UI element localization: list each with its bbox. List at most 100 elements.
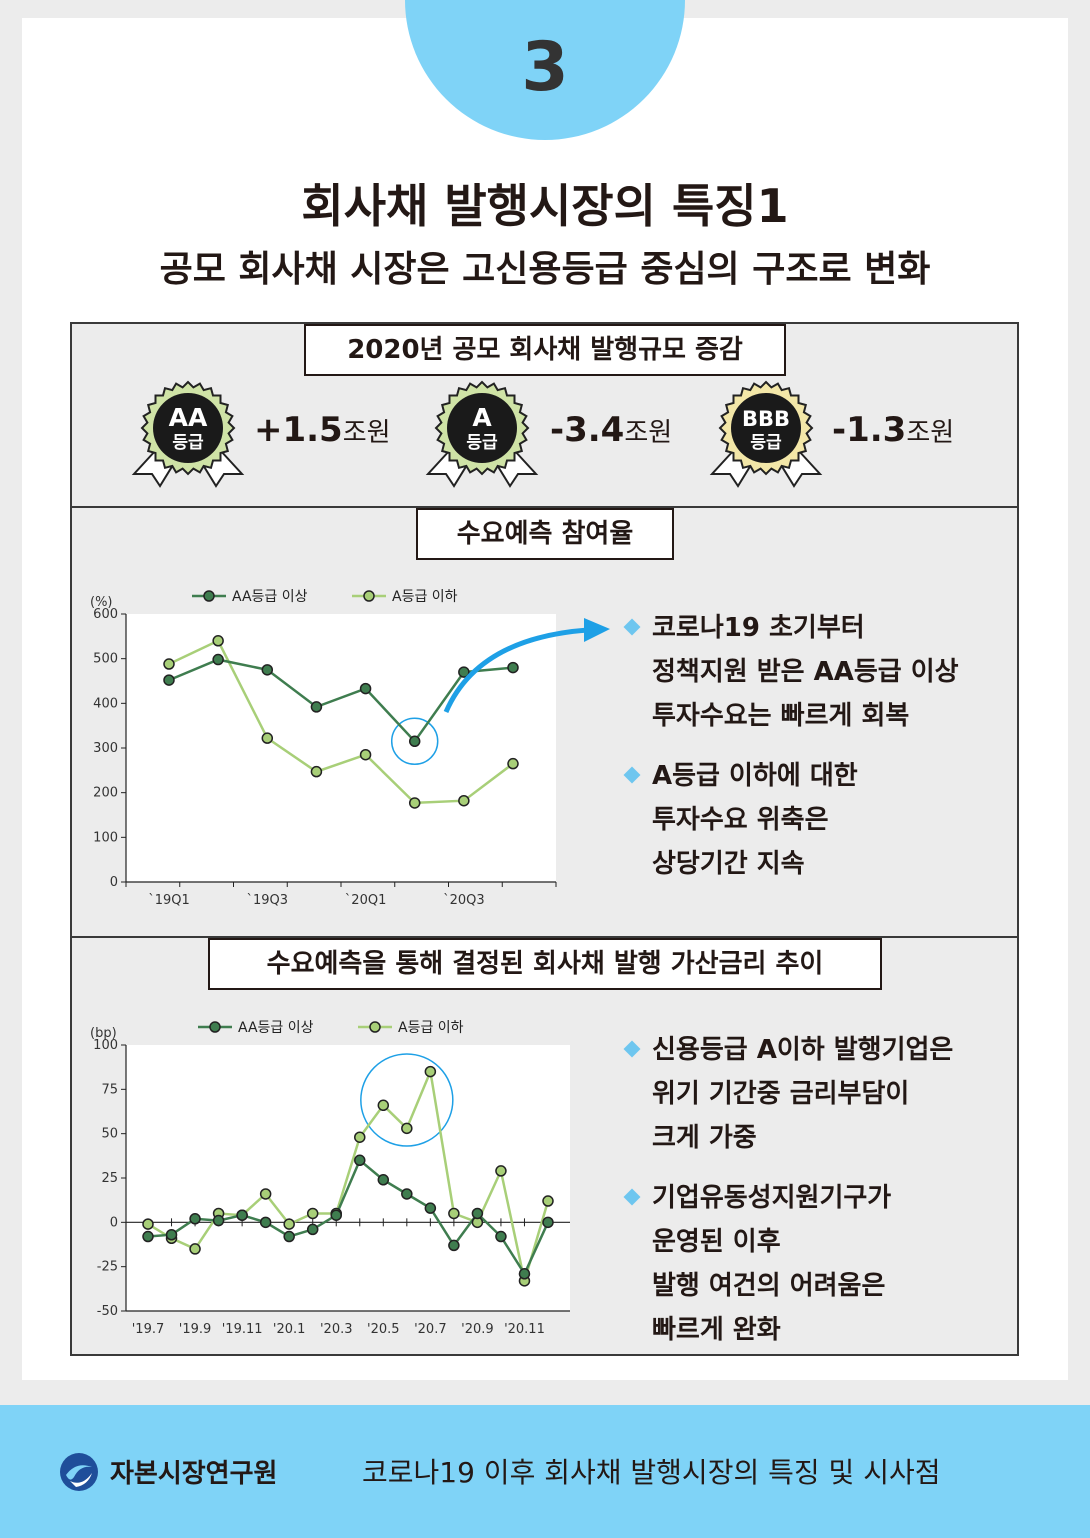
badge-grade-suffix: 등급 bbox=[172, 433, 204, 453]
data-point bbox=[354, 1154, 366, 1167]
x-tick-label: `20Q1 bbox=[345, 893, 387, 908]
page-subtitle: 공모 회사채 시장은 고신용등급 중심의 구조로 변화 bbox=[159, 249, 931, 290]
data-point bbox=[377, 1099, 390, 1112]
data-point bbox=[408, 797, 421, 809]
spread-title: 수요예측을 통해 결정된 회사채 발행 가산금리 추이 bbox=[208, 938, 882, 990]
bullet-item: 신용등급 A이하 발행기업은 위기 기간중 금리부담이 크게 가중 bbox=[623, 1028, 954, 1160]
y-tick-label: 400 bbox=[93, 696, 118, 711]
legend-marker bbox=[363, 590, 375, 602]
page-number: 3 bbox=[521, 28, 569, 107]
data-point bbox=[518, 1268, 531, 1280]
legend-label: A등급 이하 bbox=[398, 1020, 464, 1036]
x-tick-label: '20.1 bbox=[273, 1322, 306, 1337]
bullet-line: 투자수요 위축은 bbox=[652, 805, 829, 835]
legend-label: AA등급 이상 bbox=[238, 1020, 314, 1036]
series-line bbox=[168, 639, 514, 805]
data-point bbox=[507, 661, 519, 674]
y-unit-label: (%) bbox=[90, 595, 113, 610]
badge-grade-suffix: 등급 bbox=[750, 433, 782, 453]
y-tick-label: 0 bbox=[110, 1215, 118, 1230]
badge-value-unit: 조원 bbox=[342, 418, 391, 448]
data-point bbox=[212, 653, 224, 666]
data-point bbox=[306, 1223, 319, 1236]
data-point bbox=[377, 1174, 390, 1186]
series-line bbox=[168, 658, 514, 744]
bullet-item: A등급 이하에 대한 투자수요 위축은 상당기간 지속 bbox=[623, 754, 959, 886]
y-tick-label: 25 bbox=[101, 1171, 118, 1186]
bullet-item: 기업유동성지원기구가 운영된 이후 발행 여건의 어려움은 빠르게 완화 bbox=[623, 1176, 953, 1352]
data-point bbox=[310, 765, 323, 778]
legend-marker bbox=[209, 1021, 221, 1033]
badge-value-unit: 조원 bbox=[624, 418, 673, 448]
data-point bbox=[259, 1216, 272, 1229]
data-point bbox=[401, 1188, 413, 1200]
x-tick-label: '19.9 bbox=[179, 1322, 212, 1337]
data-point bbox=[542, 1216, 554, 1229]
y-tick-label: 300 bbox=[93, 741, 118, 756]
arrow-icon bbox=[443, 618, 610, 713]
highlight-circle bbox=[390, 717, 439, 766]
bullet-line: 코로나19 초기부터 bbox=[652, 613, 865, 643]
data-point bbox=[163, 658, 175, 670]
y-tick-label: 500 bbox=[93, 652, 118, 667]
data-point bbox=[359, 748, 372, 761]
data-point bbox=[261, 664, 274, 676]
bullet-line: A등급 이하에 대한 bbox=[652, 761, 858, 791]
x-tick-label: `20Q3 bbox=[443, 893, 485, 908]
data-point bbox=[189, 1213, 201, 1225]
data-point bbox=[448, 1239, 460, 1252]
footer-report-title: 코로나19 이후 회사채 발행시장의 특징 및 시사점 bbox=[362, 1456, 941, 1489]
grade-badge-icon: A등급 bbox=[425, 380, 539, 488]
data-point bbox=[283, 1218, 295, 1230]
issuance-title: 2020년 공모 회사채 발행규모 증감 bbox=[304, 324, 786, 376]
bullet-line: 투자수요는 빠르게 회복 bbox=[652, 701, 910, 731]
badge-value: -1.3조원 bbox=[832, 410, 954, 450]
data-point bbox=[142, 1230, 154, 1243]
issuance-panel: 2020년 공모 회사채 발행규모 증감 AA 등급 +1.5조원 A 등급 -3.4조원… bbox=[70, 322, 1019, 508]
footer-org: 자본시장연구원 bbox=[110, 1459, 278, 1489]
data-point bbox=[495, 1165, 507, 1177]
bullet-line: 발행 여건의 어려움은 bbox=[652, 1271, 886, 1301]
y-tick-label: 600 bbox=[93, 607, 118, 622]
x-tick-label: '20.5 bbox=[367, 1322, 400, 1337]
data-point bbox=[261, 732, 274, 744]
x-tick-label: '20.3 bbox=[320, 1322, 353, 1337]
kcmi-logo-icon bbox=[60, 1453, 98, 1491]
legend-marker bbox=[369, 1021, 381, 1033]
data-point bbox=[163, 674, 175, 686]
bullet-line: 운영된 이후 bbox=[652, 1227, 781, 1257]
y-tick-label: 100 bbox=[93, 830, 118, 845]
data-point bbox=[401, 1122, 413, 1135]
diamond-bullet-icon bbox=[623, 1188, 641, 1206]
diamond-bullet-icon bbox=[623, 1040, 641, 1058]
data-point bbox=[259, 1188, 272, 1200]
y-tick-label: 200 bbox=[93, 786, 118, 801]
diamond-bullet-icon bbox=[623, 766, 641, 784]
data-point bbox=[495, 1230, 507, 1243]
demand-title: 수요예측 참여율 bbox=[416, 508, 674, 560]
data-point bbox=[424, 1202, 437, 1214]
bullet-line: 기업유동성지원기구가 bbox=[652, 1183, 892, 1213]
demand-panel: 수요예측 참여율 (%) 0 100 200 300 400 500 600 `19Q1 `19Q… bbox=[70, 506, 1019, 938]
data-point bbox=[165, 1228, 178, 1241]
badge-value-number: +1.5 bbox=[254, 410, 343, 450]
data-point bbox=[424, 1065, 437, 1078]
plot-area bbox=[126, 614, 556, 882]
badge-grade-label: A bbox=[472, 403, 492, 432]
spread-chart: (bp) -50 -25 0 25 50 75 100 '19.7 '19.9 '19.11 '20.… bbox=[90, 1020, 570, 1337]
data-point bbox=[458, 794, 470, 807]
page-title: 회사채 발행시장의 특징1 bbox=[301, 179, 789, 233]
data-point bbox=[212, 1214, 225, 1227]
legend-label: A등급 이하 bbox=[392, 589, 458, 605]
data-point bbox=[542, 1195, 554, 1207]
bullet-line: 신용등급 A이하 발행기업은 bbox=[652, 1035, 954, 1065]
data-point bbox=[189, 1243, 201, 1255]
data-point bbox=[142, 1218, 154, 1230]
data-point bbox=[306, 1207, 319, 1220]
bullet-line: 정책지원 받은 AA등급 이상 bbox=[652, 657, 959, 687]
legend-marker bbox=[203, 590, 215, 602]
